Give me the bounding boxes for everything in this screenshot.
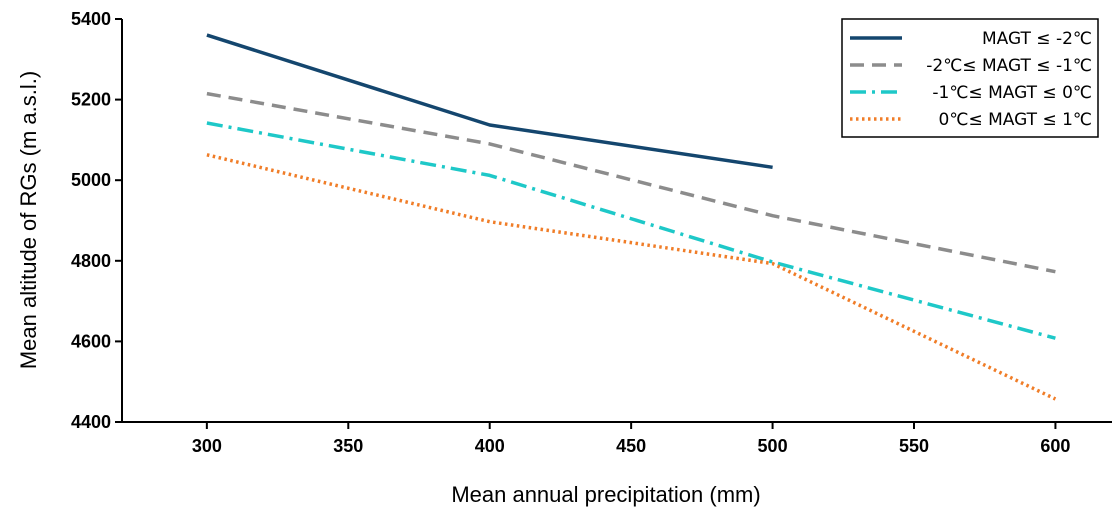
legend: MAGT ≤ -2℃ -2℃≤ MAGT ≤ -1℃ -1℃≤ MAGT ≤ 0℃ 0… — [841, 18, 1099, 138]
y-tick-label: 4400 — [71, 412, 111, 432]
x-axis-title: Mean annual precipitation (mm) — [451, 482, 760, 507]
series-line-4 — [206, 153, 1057, 401]
x-tick-label: 400 — [475, 436, 505, 456]
x-tick-label: 600 — [1040, 436, 1070, 456]
y-tick-label: 5200 — [71, 90, 111, 110]
x-tick-label: 550 — [899, 436, 929, 456]
series-layer — [206, 33, 1057, 401]
x-tick-label: 500 — [758, 436, 788, 456]
legend-label-3: -1℃≤ MAGT ≤ 0℃ — [932, 83, 1092, 103]
y-tick-label: 4600 — [71, 331, 111, 351]
series-line-2 — [206, 91, 1056, 274]
series-line-3 — [206, 121, 1056, 340]
y-tick-label: 5000 — [71, 170, 111, 190]
series-line-1 — [206, 33, 773, 170]
legend-label-4: 0℃≤ MAGT ≤ 1℃ — [939, 110, 1092, 130]
y-tick-label: 5400 — [71, 9, 111, 29]
legend-label-1: MAGT ≤ -2℃ — [982, 29, 1092, 49]
y-axis-title: Mean altitude of RGs (m a.s.l.) — [16, 71, 41, 369]
x-tick-label: 350 — [333, 436, 363, 456]
y-tick-label: 4800 — [71, 251, 111, 271]
x-tick-label: 300 — [192, 436, 222, 456]
legend-label-2: -2℃≤ MAGT ≤ -1℃ — [926, 56, 1092, 76]
x-tick-label: 450 — [616, 436, 646, 456]
axes: 4400 4600 4800 5000 5200 5400 300 350 400 450 500 5… — [71, 9, 1112, 456]
